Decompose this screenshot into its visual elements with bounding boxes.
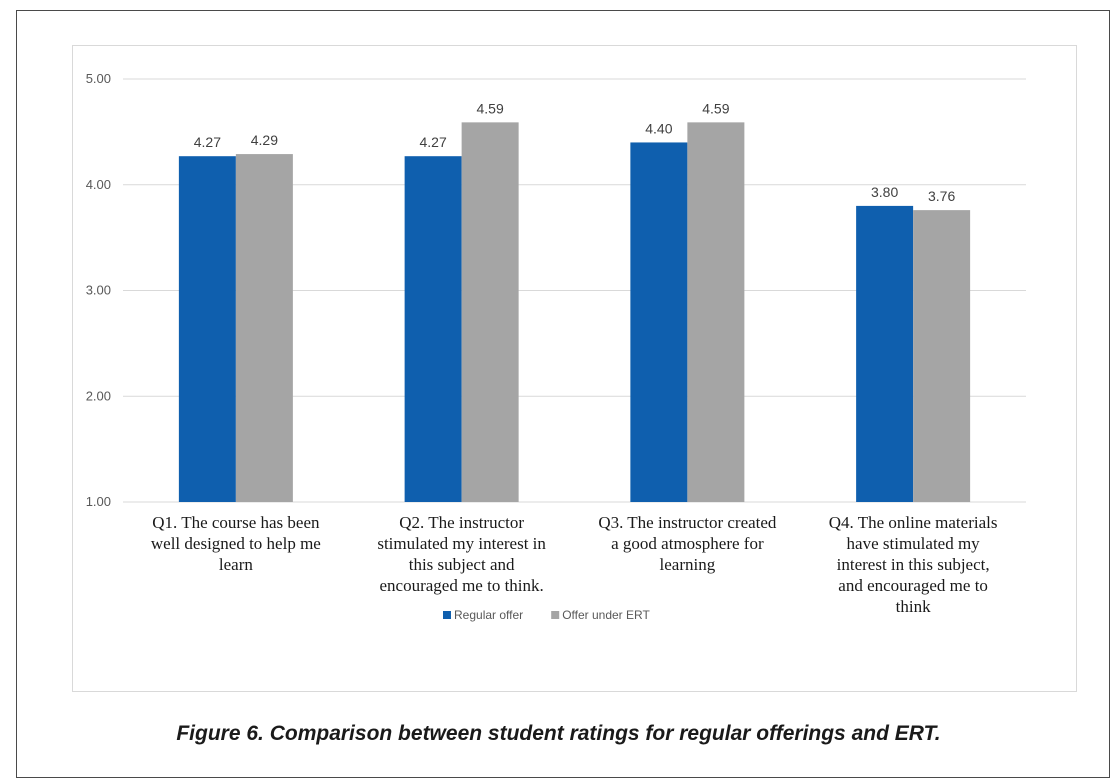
data-label: 4.59 <box>702 100 729 116</box>
bar-offer-under-ert <box>687 122 745 503</box>
x-category-label: learning <box>660 555 716 574</box>
x-category-label: think <box>896 597 931 616</box>
x-category-label: Q4. The online materials <box>829 513 998 532</box>
legend-label: Offer under ERT <box>562 608 650 622</box>
bar-offer-under-ert <box>235 154 293 502</box>
x-category-label: learn <box>219 555 253 574</box>
x-category-label: Q2. The instructor <box>399 513 524 532</box>
bar-chart: 1.00 2.00 3.00 4.00 5.00 4.27 4.29 Q1. The cour… <box>86 71 1026 622</box>
x-category-label: this subject and <box>409 555 515 574</box>
y-tick-label: 5.00 <box>86 71 111 86</box>
x-category-label: encouraged me to think. <box>379 576 543 595</box>
x-category-label: Q3. The instructor created <box>598 513 777 532</box>
figure-caption: Figure 6. Comparison between student rat… <box>176 722 941 745</box>
y-tick-label: 1.00 <box>86 494 111 509</box>
y-tick-label: 3.00 <box>86 283 111 298</box>
data-label: 3.80 <box>871 184 898 200</box>
y-tick-label: 2.00 <box>86 388 111 403</box>
data-label: 4.27 <box>420 134 447 150</box>
bar-regular-offer <box>404 156 462 502</box>
bar-regular-offer <box>630 142 688 502</box>
x-category-label: a good atmosphere for <box>611 534 764 553</box>
data-label: 4.29 <box>251 132 278 148</box>
x-category-label: stimulated my interest in <box>377 534 546 553</box>
chart-area: 1.00 2.00 3.00 4.00 5.00 4.27 4.29 Q1. The cour… <box>72 45 1077 692</box>
legend-label: Regular offer <box>454 608 523 622</box>
legend-swatch <box>551 611 560 619</box>
bar-regular-offer <box>178 156 236 502</box>
data-label: 3.76 <box>928 188 955 204</box>
x-category-label: Q1. The course has been <box>152 513 320 532</box>
x-category-label: have stimulated my <box>847 534 981 553</box>
x-category-label: and encouraged me to <box>838 576 988 595</box>
bar-regular-offer <box>856 205 914 502</box>
data-label: 4.27 <box>194 134 221 150</box>
bar-offer-under-ert <box>913 210 971 502</box>
data-label: 4.59 <box>477 100 504 116</box>
legend-swatch <box>443 611 451 619</box>
y-tick-label: 4.00 <box>86 177 111 192</box>
x-category-label: interest in this subject, <box>837 555 990 574</box>
x-category-label: well designed to help me <box>151 534 321 553</box>
data-label: 4.40 <box>645 120 672 136</box>
bar-offer-under-ert <box>461 122 519 503</box>
